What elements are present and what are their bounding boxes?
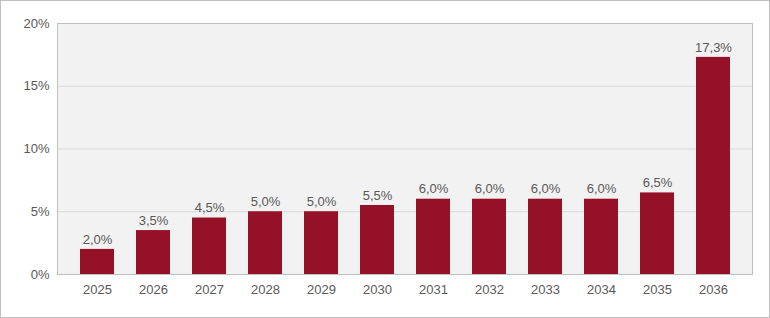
svg-text:3,5%: 3,5% [139, 213, 169, 228]
svg-text:2029: 2029 [307, 282, 336, 297]
svg-text:5,0%: 5,0% [251, 194, 281, 209]
svg-text:6,0%: 6,0% [587, 181, 617, 196]
svg-text:2028: 2028 [251, 282, 280, 297]
svg-text:2027: 2027 [195, 282, 224, 297]
svg-text:6,0%: 6,0% [475, 181, 505, 196]
svg-text:5,0%: 5,0% [307, 194, 337, 209]
svg-text:15%: 15% [23, 78, 49, 93]
svg-text:2,0%: 2,0% [83, 232, 113, 247]
svg-text:2026: 2026 [139, 282, 168, 297]
svg-text:2035: 2035 [643, 282, 672, 297]
svg-text:17,3%: 17,3% [695, 40, 732, 55]
svg-text:6,0%: 6,0% [531, 181, 561, 196]
svg-text:2033: 2033 [531, 282, 560, 297]
svg-text:5%: 5% [31, 204, 50, 219]
svg-text:20%: 20% [23, 16, 49, 31]
svg-text:2034: 2034 [587, 282, 616, 297]
svg-text:2031: 2031 [419, 282, 448, 297]
svg-text:6,5%: 6,5% [643, 175, 673, 190]
svg-text:5,5%: 5,5% [363, 188, 393, 203]
svg-text:2036: 2036 [699, 282, 728, 297]
svg-text:0%: 0% [31, 267, 50, 282]
svg-text:6,0%: 6,0% [419, 181, 449, 196]
svg-text:2032: 2032 [475, 282, 504, 297]
svg-text:4,5%: 4,5% [195, 200, 225, 215]
svg-text:10%: 10% [23, 141, 49, 156]
svg-text:2030: 2030 [363, 282, 392, 297]
svg-text:2025: 2025 [83, 282, 112, 297]
